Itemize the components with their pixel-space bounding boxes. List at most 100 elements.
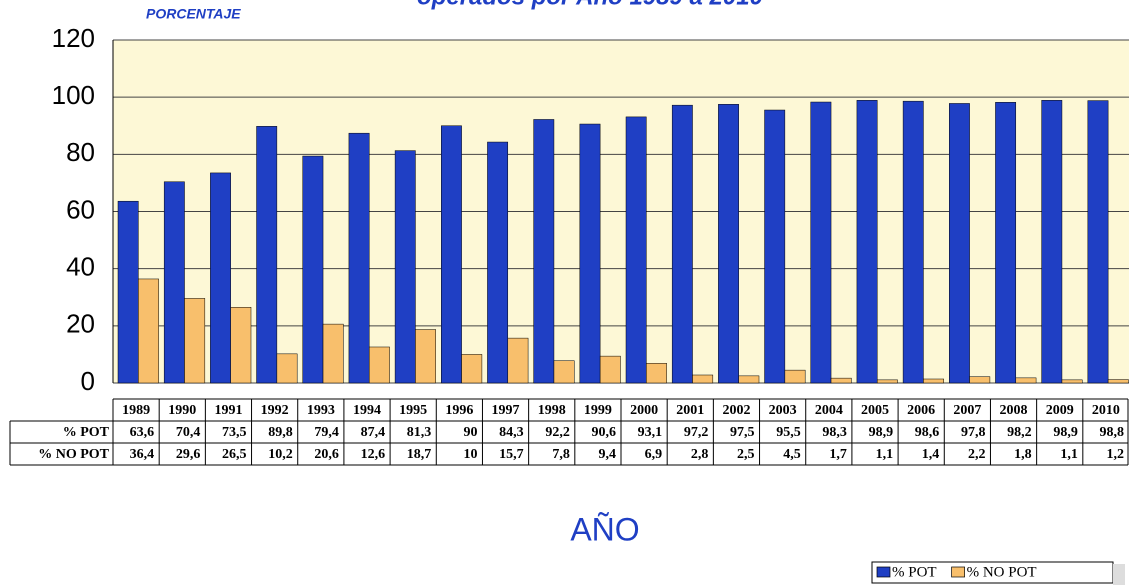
x-tick-label: 1993 (307, 403, 335, 418)
data-label: 97,2 (684, 425, 709, 440)
data-label: 20,6 (314, 447, 339, 462)
bar (230, 307, 252, 384)
bar (117, 200, 139, 384)
x-tick-label: 2002 (722, 403, 750, 418)
x-tick-label: 1994 (353, 403, 381, 418)
data-label: 70,4 (176, 425, 201, 440)
bar (969, 376, 991, 384)
data-label: 1,2 (1107, 447, 1125, 462)
bar (738, 375, 760, 384)
data-label: 98,2 (1007, 425, 1032, 440)
x-tick-label: 1997 (492, 403, 520, 418)
bar (163, 181, 185, 384)
data-label: 79,4 (314, 425, 339, 440)
bar (1041, 100, 1063, 384)
bar (256, 126, 278, 384)
data-label: 2,5 (737, 447, 755, 462)
data-label: 29,6 (176, 447, 201, 462)
bar (830, 377, 852, 384)
bar (348, 132, 370, 384)
y-axis-label: PORCENTAJE (146, 6, 241, 22)
x-tick-label: 2001 (676, 403, 704, 418)
bar (718, 104, 739, 384)
bar (671, 104, 693, 384)
legend-label: % POT (892, 564, 937, 580)
y-tick-label: 80 (66, 137, 95, 167)
x-tick-label: 2007 (953, 403, 981, 418)
legend-swatch (876, 566, 891, 578)
data-label: 89,8 (268, 425, 293, 440)
data-label: 98,8 (1100, 425, 1125, 440)
data-label: 1,1 (1060, 447, 1078, 462)
data-label: 84,3 (499, 425, 524, 440)
x-tick-label: 1992 (261, 403, 289, 418)
bar (625, 116, 647, 384)
data-label: 15,7 (499, 447, 524, 462)
chart-title: operados por Año 1989 a 2010 (417, 0, 764, 10)
bar (995, 102, 1017, 384)
data-label: 1,8 (1014, 447, 1032, 462)
data-label: 92,2 (545, 425, 570, 440)
data-label: 1,7 (829, 447, 847, 462)
data-label: 4,5 (783, 447, 801, 462)
x-tick-label: 1996 (445, 403, 473, 418)
bar (533, 119, 555, 384)
bar (902, 100, 924, 384)
y-tick-label: 100 (52, 80, 95, 110)
legend-shadow (1113, 564, 1125, 585)
x-tick-label: 1990 (168, 403, 196, 418)
x-tick-label: 2003 (769, 403, 797, 418)
data-label: 1,1 (876, 447, 894, 462)
data-label: 98,6 (915, 425, 940, 440)
x-tick-label: 1991 (214, 403, 242, 418)
data-label: 1,4 (922, 447, 940, 462)
bar (810, 101, 832, 384)
y-tick-label: 40 (66, 252, 95, 282)
data-label: 90 (463, 425, 477, 440)
x-tick-label: 2000 (630, 403, 658, 418)
bar (764, 109, 786, 384)
data-label: 73,5 (222, 425, 247, 440)
x-tick-label: 2010 (1092, 403, 1120, 418)
y-tick-label: 20 (66, 309, 95, 339)
data-label: 2,8 (691, 447, 709, 462)
bar (415, 329, 436, 384)
bar (184, 298, 206, 384)
x-tick-label: 2008 (1000, 403, 1028, 418)
bar (210, 172, 231, 384)
bar (138, 278, 159, 384)
data-label: 93,1 (638, 425, 663, 440)
bar (302, 155, 324, 384)
bar (784, 369, 806, 384)
bar (692, 374, 714, 384)
x-tick-label: 1999 (584, 403, 612, 418)
x-axis-label: AÑO (570, 511, 639, 547)
x-tick-label: 2009 (1046, 403, 1074, 418)
y-tick-label: 60 (66, 194, 95, 224)
bar (276, 353, 298, 384)
bar (394, 150, 416, 384)
bar (487, 141, 509, 384)
data-label: 95,5 (776, 425, 801, 440)
bar (368, 346, 390, 384)
y-tick-label: 0 (81, 366, 95, 396)
bar (923, 378, 944, 384)
bar (553, 360, 575, 384)
x-tick-label: 1995 (399, 403, 427, 418)
data-label: 97,5 (730, 425, 755, 440)
data-label: 63,6 (130, 425, 155, 440)
bar (441, 125, 462, 384)
bar (507, 337, 529, 384)
bar (876, 379, 898, 384)
x-tick-label: 2004 (815, 403, 843, 418)
table-row-label: % NO POT (38, 447, 109, 462)
data-label: 81,3 (407, 425, 432, 440)
bar (579, 123, 601, 384)
data-label: 26,5 (222, 447, 247, 462)
legend-swatch (951, 566, 965, 578)
data-label: 98,9 (869, 425, 894, 440)
data-label: 2,2 (968, 447, 986, 462)
x-tick-label: 2006 (907, 403, 935, 418)
bar (646, 363, 667, 384)
